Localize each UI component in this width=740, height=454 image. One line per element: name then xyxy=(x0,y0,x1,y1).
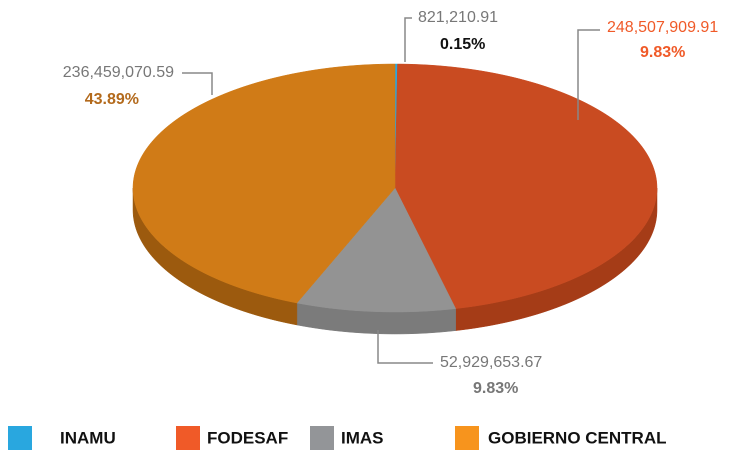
value-label: 248,507,909.91 xyxy=(607,19,718,36)
percent-label: 0.15% xyxy=(440,36,485,53)
legend-label: INAMU xyxy=(60,428,116,447)
legend-swatch xyxy=(176,426,200,450)
value-label: 821,210.91 xyxy=(418,9,498,26)
leader-line xyxy=(182,72,213,95)
value-label: 236,459,070.59 xyxy=(63,64,174,81)
percent-label: 9.83% xyxy=(640,44,685,61)
legend-label: FODESAF xyxy=(207,428,288,447)
legend-swatch xyxy=(8,426,32,450)
legend-swatch xyxy=(455,426,479,450)
leader-line xyxy=(377,330,433,364)
legend-swatch xyxy=(310,426,334,450)
legend-label: GOBIERNO CENTRAL xyxy=(488,428,667,447)
slice xyxy=(394,63,658,309)
percent-label: 43.89% xyxy=(85,91,139,108)
slice xyxy=(132,63,396,304)
legend-label: IMAS xyxy=(341,428,384,447)
leader-line xyxy=(404,17,412,62)
percent-label: 9.83% xyxy=(473,380,518,397)
slice xyxy=(296,187,457,313)
leader-line xyxy=(577,29,600,120)
value-label: 52,929,653.67 xyxy=(440,354,542,371)
